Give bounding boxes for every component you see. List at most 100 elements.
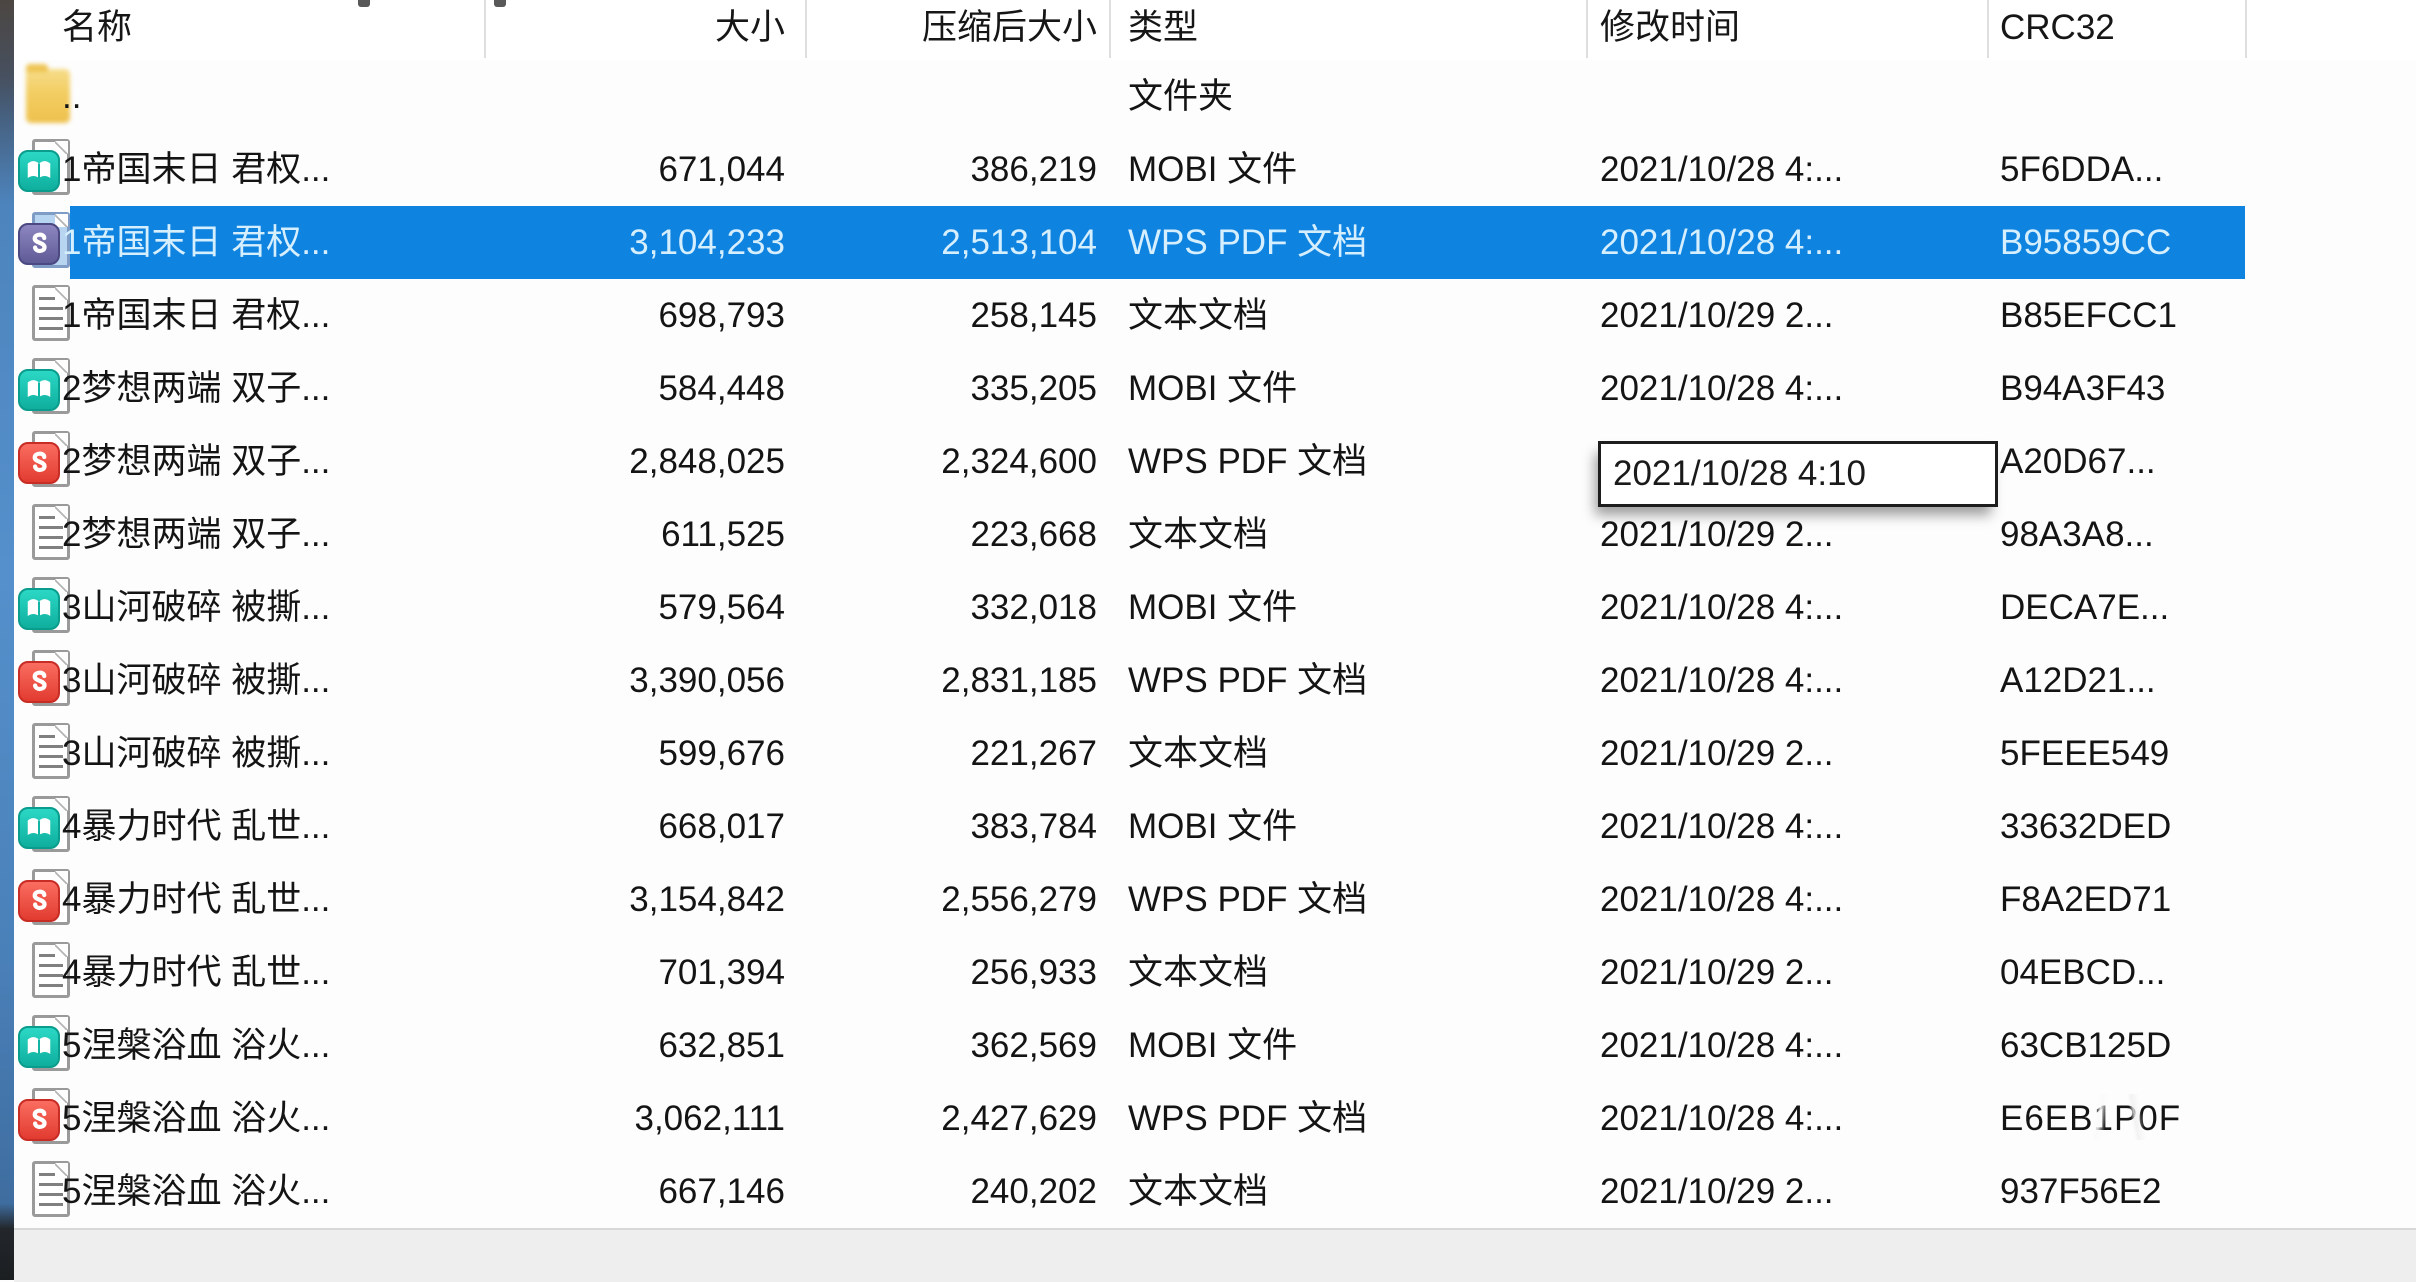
file-crc32: 5F6DDA... [2000,150,2164,189]
column-header-row: 名称 大小 压缩后大小 类型 修改时间 CRC32 [14,0,2416,60]
open-book-glyph [27,161,51,178]
file-mtime: 2021/10/28 4:... [1600,880,1844,919]
text-file-icon [18,1160,76,1223]
file-packed-size: 2,831,185 [941,661,1097,700]
selection-highlight [70,206,2245,279]
file-packed-size: 221,267 [970,734,1097,773]
column-resize-separator[interactable] [1987,0,1989,58]
table-row[interactable]: 3山河破碎 被撕... 599,676 221,267 文本文档 2021/10… [14,717,2416,790]
table-row[interactable]: 4暴力时代 乱世... 668,017 383,784 MOBI 文件 2021… [14,790,2416,863]
file-size: 3,062,111 [634,1099,785,1138]
cropped-toolbar-artifact [358,0,370,7]
file-name: 4暴力时代 乱世... [62,953,331,992]
document-page [32,942,70,998]
file-type: 文件夹 [1128,77,1234,116]
column-header-packed[interactable]: 压缩后大小 [921,8,1097,47]
file-mtime: 2021/10/29 2... [1600,515,1834,554]
file-name: 2梦想两端 双子... [62,515,331,554]
document-page [32,1161,70,1217]
file-size: 701,394 [658,953,785,992]
column-resize-separator[interactable] [805,0,807,58]
column-resize-separator[interactable] [2245,0,2247,58]
file-type: 文本文档 [1128,515,1269,554]
table-row[interactable]: 1帝国末日 君权... 698,793 258,145 文本文档 2021/10… [14,279,2416,352]
column-header-name[interactable]: 名称 [62,8,133,47]
open-book-glyph [27,380,51,397]
file-size: 3,104,233 [629,223,785,262]
document-page [32,723,70,779]
file-packed-size: 362,569 [970,1026,1097,1065]
table-row[interactable]: 5涅槃浴血 浴火... 667,146 240,202 文本文档 2021/10… [14,1155,2416,1228]
file-name: 5涅槃浴血 浴火... [62,1026,331,1065]
file-size: 611,525 [661,515,785,554]
file-mtime: 2021/10/28 4:... [1600,588,1844,627]
file-packed-size: 223,668 [970,515,1097,554]
file-type: 文本文档 [1128,1172,1269,1211]
file-mtime: 2021/10/28 4:... [1600,369,1844,408]
table-row[interactable]: 2梦想两端 双子... 2,848,025 2,324,600 WPS PDF … [14,425,2416,498]
file-crc32: B94A3F43 [2000,369,2166,408]
file-mtime: 2021/10/28 4:... [1600,807,1844,846]
document-page [32,504,70,560]
table-row[interactable]: 1帝国末日 君权... 3,104,233 2,513,104 WPS PDF … [14,206,2416,279]
file-packed-size: 256,933 [970,953,1097,992]
mobi-file-icon [18,576,76,639]
filetype-badge [18,880,60,922]
file-crc32: A12D21... [2000,661,2156,700]
file-crc32: DECA7E... [2000,588,2170,627]
file-type: WPS PDF 文档 [1128,880,1368,919]
table-row[interactable]: .. 文件夹 [14,60,2416,133]
table-row[interactable]: 3山河破碎 被撕... 3,390,056 2,831,185 WPS PDF … [14,644,2416,717]
table-row[interactable]: 4暴力时代 乱世... 701,394 256,933 文本文档 2021/10… [14,936,2416,1009]
table-row[interactable]: 2梦想两端 双子... 611,525 223,668 文本文档 2021/10… [14,498,2416,571]
file-mtime: 2021/10/29 2... [1600,953,1834,992]
file-crc32: F8A2ED71 [2000,880,2172,919]
text-file-icon [18,941,76,1004]
column-header-crc[interactable]: CRC32 [2000,8,2115,47]
file-name: 1帝国末日 君权... [62,150,331,189]
file-crc32: 937F56E2 [2000,1172,2162,1211]
table-row[interactable]: 3山河破碎 被撕... 579,564 332,018 MOBI 文件 2021… [14,571,2416,644]
column-header-type[interactable]: 类型 [1128,8,1199,47]
wps-pdf-file-icon [18,649,76,712]
column-resize-separator[interactable] [1586,0,1588,58]
table-row[interactable]: 4暴力时代 乱世... 3,154,842 2,556,279 WPS PDF … [14,863,2416,936]
file-type: 文本文档 [1128,296,1269,335]
file-crc32 [2000,60,2340,133]
file-mtime: 2021/10/28 4:... [1600,661,1844,700]
column-header-size[interactable]: 大小 [714,8,785,47]
file-size: 3,390,056 [629,661,785,700]
file-size: 3,154,842 [629,880,785,919]
file-size: 579,564 [658,588,785,627]
table-row[interactable]: 1帝国末日 君权... 671,044 386,219 MOBI 文件 2021… [14,133,2416,206]
file-packed-size: 2,324,600 [941,442,1097,481]
file-type: 文本文档 [1128,734,1269,773]
file-packed-size: 335,205 [970,369,1097,408]
file-type: MOBI 文件 [1128,1026,1298,1065]
file-crc32: 5FEEE549 [2000,734,2170,773]
table-row[interactable]: 5涅槃浴血 浴火... 3,062,111 2,427,629 WPS PDF … [14,1082,2416,1155]
file-crc32: B95859CC [2000,223,2172,262]
filetype-badge [18,807,60,849]
file-crc32: B85EFCC1 [2000,296,2178,335]
column-resize-separator[interactable] [1109,0,1111,58]
table-row[interactable]: 2梦想两端 双子... 584,448 335,205 MOBI 文件 2021… [14,352,2416,425]
file-type: WPS PDF 文档 [1128,442,1368,481]
file-mtime: 2021/10/28 4:... [1600,150,1844,189]
file-type: WPS PDF 文档 [1128,223,1368,262]
file-packed-size: 240,202 [970,1172,1097,1211]
window-left-edge [0,0,14,1280]
open-book-glyph [27,1037,51,1054]
wps-curl-glyph [32,889,47,911]
text-file-icon [18,503,76,566]
file-mtime: 2021/10/29 2... [1600,734,1834,773]
file-crc32: 63CB125D [2000,1026,2172,1065]
filetype-badge [18,588,60,630]
column-resize-separator[interactable] [484,0,486,58]
column-header-mtime[interactable]: 修改时间 [1600,8,1741,47]
table-row[interactable]: 5涅槃浴血 浴火... 632,851 362,569 MOBI 文件 2021… [14,1009,2416,1082]
file-type: MOBI 文件 [1128,369,1298,408]
folder-glyph [26,64,70,123]
filetype-badge [18,661,60,703]
filetype-badge [18,442,60,484]
